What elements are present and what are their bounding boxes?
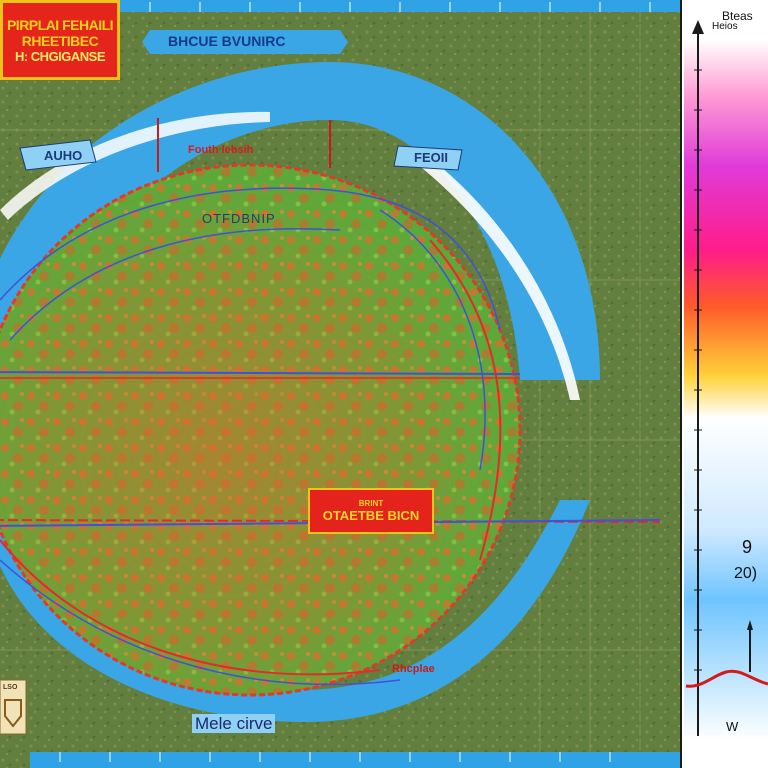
legend-value-main: 9 [742, 537, 753, 557]
legend-value-sub: 20) [734, 565, 758, 582]
legend-marker-icon [747, 620, 753, 630]
legend-title-line-2: Heios [712, 21, 738, 32]
ring-label-plate-right [393, 145, 463, 171]
inner-globe-label: OTFDBNIP [202, 211, 276, 226]
legend-profile-curve [685, 669, 768, 688]
globe-edge [0, 163, 522, 697]
ocean-ring-inner-band [0, 111, 270, 220]
bottom-red-label: Rhcplae [392, 663, 435, 675]
red-label-top: Fouth lebsih [188, 144, 254, 156]
pointer-lines [157, 118, 331, 172]
map-title-line-2: RHEETIBEC [21, 32, 99, 49]
ring-label-plate-left [19, 139, 97, 171]
bottom-left-badge-label: LSO [3, 684, 18, 691]
globe-shading [0, 165, 520, 695]
latitude-lines [0, 187, 661, 686]
legend-bottom-mark: W [726, 719, 739, 734]
map-title-line-1: PIRPLAI FEHAILI [6, 16, 114, 33]
center-badge[interactable]: BRINT OTAETBE BICN [308, 488, 434, 534]
center-badge-line-1: BRINT [358, 499, 384, 508]
ring-label-right: FEOII [414, 150, 448, 165]
legend-title-line-1: Bteas [722, 9, 753, 23]
legend-panel: Bteas Heios 9 20) W [680, 0, 768, 768]
map-title-box: PIRPLAI FEHAILI RHEETIBEC H: CHGIGANSE [0, 0, 120, 80]
map-canvas[interactable] [0, 0, 680, 768]
bottom-scale-ruler [30, 752, 680, 768]
top-banner-label: BHCUE BVUNIRC [168, 33, 286, 49]
legend-graphic [684, 20, 768, 740]
legend-axis-arrow-icon [692, 20, 704, 34]
ring-label-left: AUHO [44, 148, 83, 163]
top-banner-ribbon [142, 30, 348, 54]
bottom-blue-label: Mele cirve [192, 714, 276, 733]
center-badge-line-2: OTAETBE BICN [322, 508, 420, 523]
top-scale-ruler [110, 0, 680, 12]
map-title-line-3: H: CHGIGANSE [14, 48, 106, 64]
map-view[interactable]: PIRPLAI FEHAILI RHEETIBEC H: CHGIGANSE B… [0, 0, 680, 768]
legend-ticks [694, 69, 702, 671]
shield-icon [4, 699, 22, 728]
